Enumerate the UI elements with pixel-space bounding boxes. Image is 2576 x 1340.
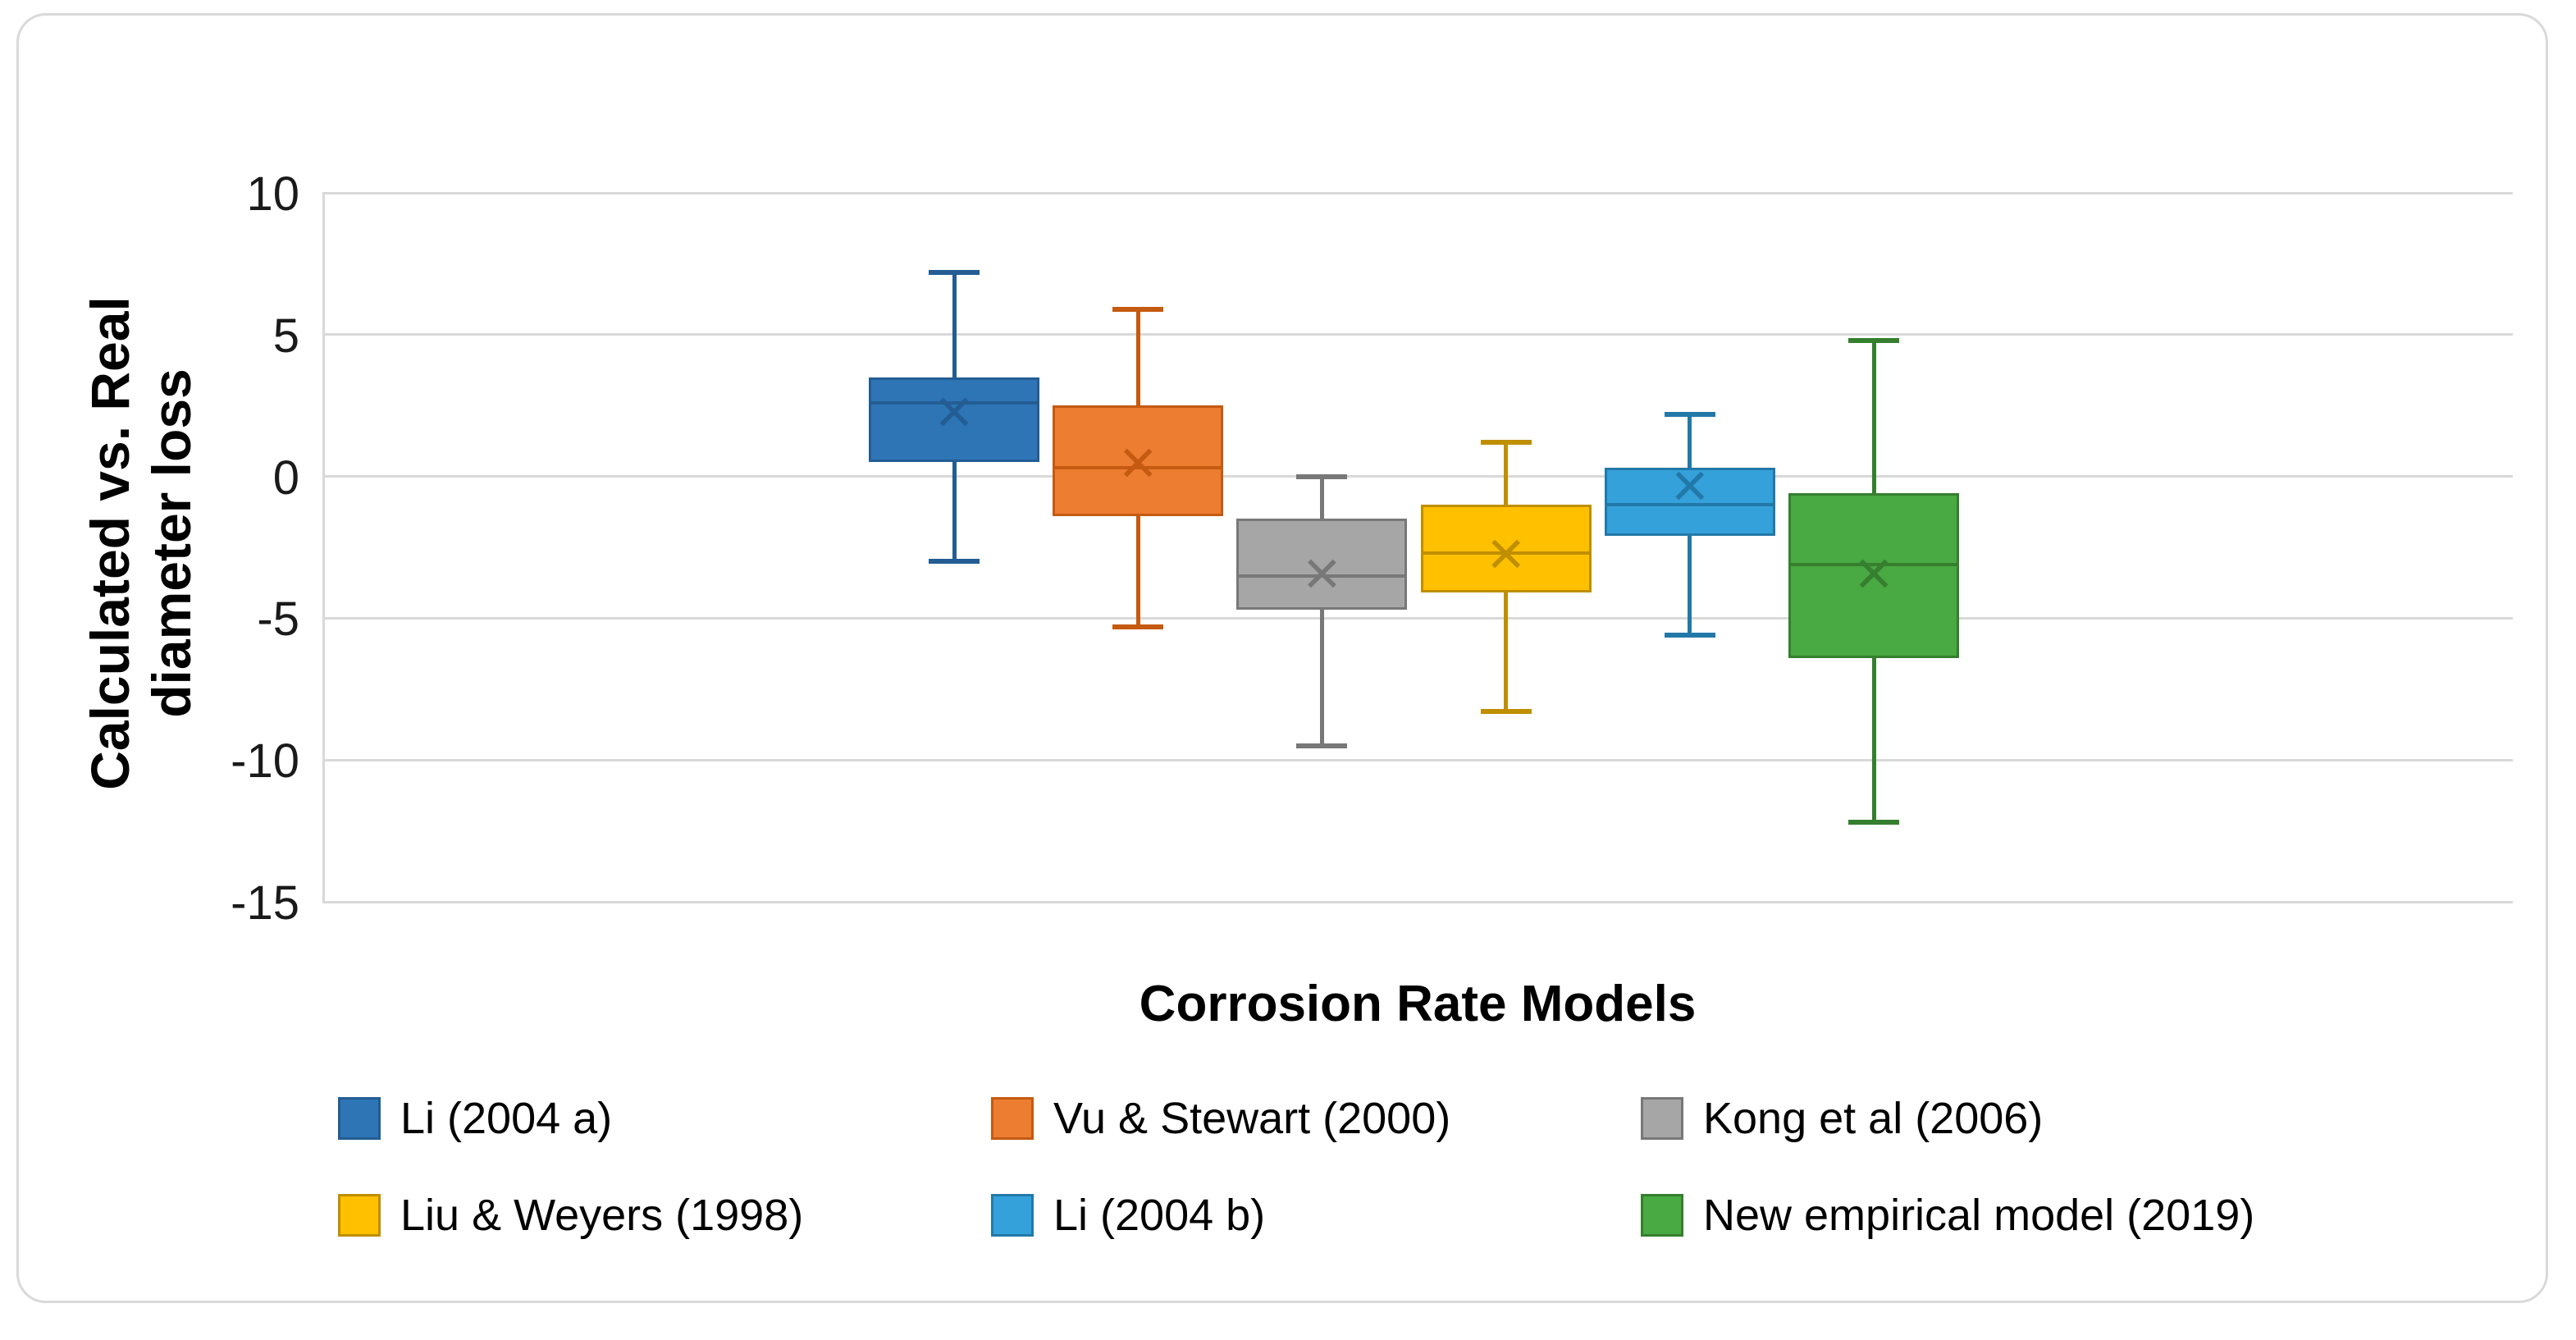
whisker-cap-min-new-empirical-model-2019 [1848,820,1899,825]
whisker-upper-li-2004-b [1688,414,1692,469]
legend-label-li-2004-a: Li (2004 a) [400,1094,613,1143]
figure-border [16,13,2548,1303]
mean-marker-icon-new-empirical-model-2019: × [1855,537,1893,610]
whisker-cap-max-li-2004-a [929,269,980,275]
legend-swatch-icon-liu-weyers-1998 [338,1194,381,1237]
y-tick-label--15: -15 [231,876,299,930]
mean-marker-icon-li-2004-a: × [935,375,973,448]
legend-item-vu-stewart-2000: Vu & Stewart (2000) [991,1094,1451,1143]
whisker-cap-max-liu-weyers-1998 [1480,440,1532,446]
whisker-upper-li-2004-a [952,272,957,377]
gridline-y-10 [322,191,2513,194]
legend-label-liu-weyers-1998: Liu & Weyers (1998) [400,1191,804,1240]
y-tick-label-10: 10 [246,167,299,221]
median-line-kong-et-al-2006 [1239,574,1405,578]
mean-marker-icon-kong-et-al-2006: × [1303,537,1341,610]
legend-label-new-empirical-model-2019: New empirical model (2019) [1703,1191,2255,1240]
whisker-cap-max-new-empirical-model-2019 [1848,337,1899,343]
whisker-upper-vu-stewart-2000 [1135,309,1140,406]
median-line-vu-stewart-2000 [1055,466,1222,470]
x-axis-title: Corrosion Rate Models [1139,976,1697,1032]
y-tick-label-5: 5 [272,309,299,363]
legend-item-li-2004-b: Li (2004 b) [991,1191,1265,1240]
legend-item-liu-weyers-1998: Liu & Weyers (1998) [338,1191,803,1240]
median-line-li-2004-b [1606,503,1773,507]
y-axis-title-line-2: diameter loss [141,368,202,718]
whisker-cap-min-kong-et-al-2006 [1296,743,1348,748]
y-tick-label--5: -5 [257,592,299,647]
legend-label-kong-et-al-2006: Kong et al (2006) [1703,1094,2044,1143]
whisker-cap-min-liu-weyers-1998 [1480,709,1532,715]
gridline-y--15 [322,900,2513,903]
whisker-upper-kong-et-al-2006 [1319,476,1324,519]
whisker-lower-kong-et-al-2006 [1319,610,1324,746]
whisker-cap-min-li-2004-a [929,559,980,565]
y-tick-label--10: -10 [231,734,299,789]
box-li-2004-a [869,377,1039,463]
whisker-lower-liu-weyers-1998 [1504,592,1509,712]
box-kong-et-al-2006 [1236,519,1408,611]
legend-label-vu-stewart-2000: Vu & Stewart (2000) [1053,1094,1451,1143]
legend-swatch-icon-new-empirical-model-2019 [1641,1194,1683,1237]
legend-label-li-2004-b: Li (2004 b) [1053,1191,1266,1240]
legend-swatch-icon-vu-stewart-2000 [991,1097,1034,1140]
box-li-2004-b [1604,468,1775,537]
mean-marker-icon-li-2004-b: × [1671,448,1709,521]
gridline-y-0 [322,475,2513,478]
median-line-liu-weyers-1998 [1423,551,1589,555]
legend-item-kong-et-al-2006: Kong et al (2006) [1641,1094,2044,1143]
gridline-y-5 [322,333,2513,336]
box-liu-weyers-1998 [1420,505,1592,593]
mean-marker-icon-liu-weyers-1998: × [1487,516,1525,589]
legend-swatch-icon-li-2004-b [991,1194,1034,1237]
whisker-upper-liu-weyers-1998 [1504,442,1509,505]
whisker-lower-li-2004-a [952,462,957,562]
y-axis-title-line-1: Calculated vs. Real [79,296,140,790]
legend-swatch-icon-kong-et-al-2006 [1641,1097,1683,1140]
median-line-li-2004-a [871,400,1037,405]
whisker-cap-min-vu-stewart-2000 [1112,624,1164,629]
whisker-cap-max-vu-stewart-2000 [1112,306,1164,312]
whisker-lower-li-2004-b [1688,536,1692,636]
legend-item-li-2004-a: Li (2004 a) [338,1094,613,1143]
legend-item-new-empirical-model-2019: New empirical model (2019) [1641,1191,2254,1240]
whisker-cap-max-li-2004-b [1664,411,1715,417]
whisker-cap-max-kong-et-al-2006 [1296,473,1348,479]
mean-marker-icon-vu-stewart-2000: × [1119,426,1157,499]
whisker-lower-vu-stewart-2000 [1135,515,1140,627]
y-axis-line [322,193,325,902]
whisker-lower-new-empirical-model-2019 [1871,657,1876,823]
y-tick-label-0: 0 [272,450,299,505]
whisker-upper-new-empirical-model-2019 [1871,340,1876,494]
whisker-cap-min-li-2004-b [1664,633,1715,638]
gridline-y--5 [322,616,2513,620]
y-axis-title: Calculated vs. Real diameter loss [80,296,203,790]
median-line-new-empirical-model-2019 [1791,562,1957,566]
box-new-empirical-model-2019 [1788,493,1959,658]
gridline-y--10 [322,758,2513,761]
box-vu-stewart-2000 [1053,405,1224,516]
legend-swatch-icon-li-2004-a [338,1097,381,1140]
